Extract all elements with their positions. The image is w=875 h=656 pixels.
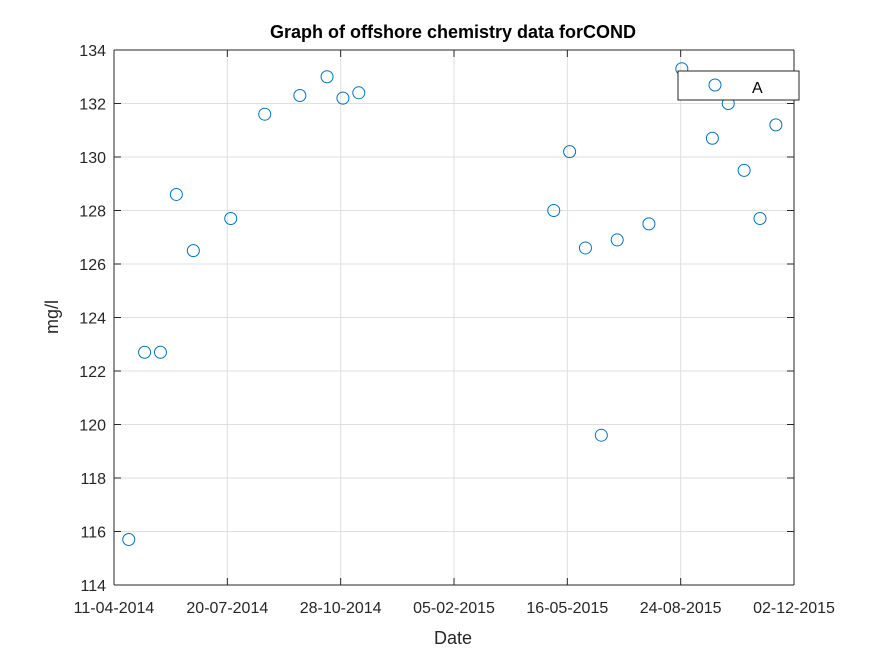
x-tick-label: 11-04-2014	[74, 600, 155, 617]
y-tick-label: 118	[80, 471, 106, 488]
x-tick-label: 02-12-2015	[753, 600, 835, 617]
legend-marker	[708, 78, 722, 92]
legend-label-a: A	[752, 80, 763, 97]
y-tick-label: 128	[79, 204, 106, 221]
data-point	[186, 244, 200, 258]
data-point	[138, 345, 152, 359]
axes	[113, 49, 795, 586]
y-tick-label: 122	[79, 364, 106, 381]
data-point	[122, 533, 136, 547]
data-point	[642, 217, 656, 231]
tick-labels: 11-04-2014 20-07-2014 28-10-2014 05-02-2015…	[74, 43, 835, 617]
data-point	[153, 345, 167, 359]
y-tick-label: 134	[79, 43, 106, 60]
data-point	[610, 233, 624, 247]
y-tick-label: 124	[79, 311, 106, 328]
data-point	[705, 131, 719, 145]
data-point	[547, 204, 561, 217]
data-point	[769, 118, 783, 132]
y-tick-label: 120	[79, 418, 106, 435]
data-points	[122, 62, 783, 547]
data-point	[578, 241, 592, 255]
data-point	[169, 187, 183, 201]
data-point	[293, 88, 307, 102]
data-point	[753, 212, 767, 226]
data-point	[563, 145, 577, 159]
x-tick-label: 16-05-2015	[526, 600, 608, 617]
chart-title: Graph of offshore chemistry data forCOND	[270, 22, 636, 42]
y-tick-label: 132	[79, 97, 106, 114]
y-tick-label: 116	[80, 525, 106, 542]
data-point	[737, 163, 751, 177]
x-tick-label: 28-10-2014	[300, 600, 382, 617]
legend-box	[677, 70, 800, 101]
y-tick-label: 130	[79, 150, 106, 167]
y-axis-label: mg/l	[42, 300, 62, 334]
data-point	[258, 107, 272, 121]
data-point	[594, 428, 608, 442]
x-axis-label: Date	[434, 628, 472, 648]
data-point	[336, 91, 350, 105]
legend: A	[677, 70, 800, 101]
data-point	[320, 70, 334, 84]
data-point	[352, 86, 366, 100]
x-tick-label: 05-02-2015	[413, 600, 495, 617]
y-tick-label: 114	[80, 578, 106, 595]
x-tick-label: 20-07-2014	[186, 600, 268, 617]
data-point	[224, 212, 238, 226]
y-tick-label: 126	[79, 257, 106, 274]
x-tick-label: 24-08-2015	[640, 600, 722, 617]
